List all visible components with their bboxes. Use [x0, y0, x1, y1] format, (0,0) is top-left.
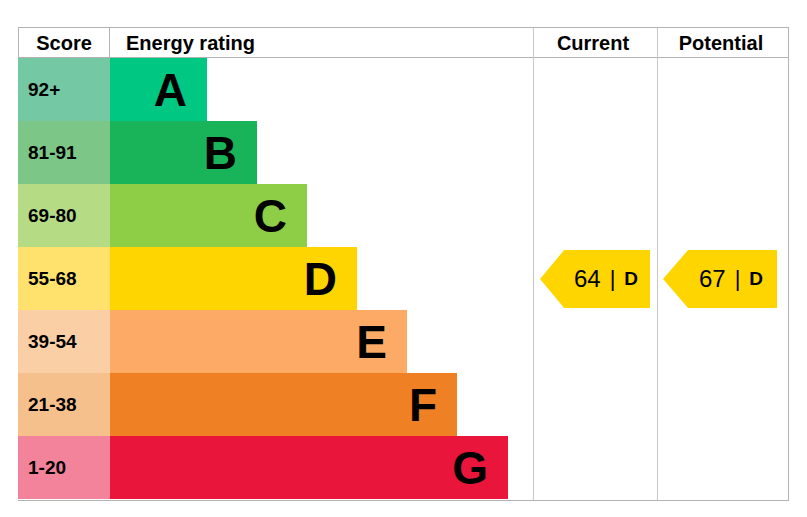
potential-rating-letter: D [749, 268, 763, 290]
potential-column-header: Potential [655, 28, 787, 57]
potential-rating-value: 67 [699, 265, 726, 293]
rating-letter: D [304, 256, 337, 302]
band-row-b: 81-91 B [18, 121, 788, 184]
rating-bar-b: B [110, 121, 257, 184]
rating-bar-e: E [110, 310, 407, 373]
column-divider-potential [657, 28, 658, 500]
current-rating-letter: D [624, 268, 638, 290]
separator: | [610, 266, 616, 292]
score-range-label: 69-80 [18, 184, 110, 247]
score-range-label: 21-38 [18, 373, 110, 436]
band-row-e: 39-54 E [18, 310, 788, 373]
column-divider-current [533, 28, 534, 500]
epc-rating-chart: Score Energy rating Current Potential 92… [18, 27, 789, 501]
score-range-label: 55-68 [18, 247, 110, 310]
band-row-a: 92+ A [18, 58, 788, 121]
separator: | [735, 266, 741, 292]
rating-bar-d: D [110, 247, 357, 310]
rating-bar-f: F [110, 373, 457, 436]
rating-bar-g: G [110, 436, 508, 499]
band-row-c: 69-80 C [18, 184, 788, 247]
rating-bar-a: A [110, 58, 207, 121]
rating-letter: A [154, 67, 187, 113]
header-row: Score Energy rating Current Potential [18, 28, 788, 58]
band-row-f: 21-38 F [18, 373, 788, 436]
score-range-label: 92+ [18, 58, 110, 121]
score-column-header: Score [18, 28, 110, 57]
score-range-label: 39-54 [18, 310, 110, 373]
band-row-g: 1-20 G [18, 436, 788, 499]
current-rating-value: 64 [574, 265, 601, 293]
current-column-header: Current [531, 28, 655, 57]
energy-rating-column-header: Energy rating [110, 28, 531, 57]
rating-bar-c: C [110, 184, 307, 247]
rating-letter: G [452, 445, 488, 491]
score-range-label: 81-91 [18, 121, 110, 184]
rating-letter: E [356, 319, 387, 365]
score-range-label: 1-20 [18, 436, 110, 499]
rating-letter: B [204, 130, 237, 176]
rating-letter: C [254, 193, 287, 239]
rating-letter: F [409, 382, 437, 428]
